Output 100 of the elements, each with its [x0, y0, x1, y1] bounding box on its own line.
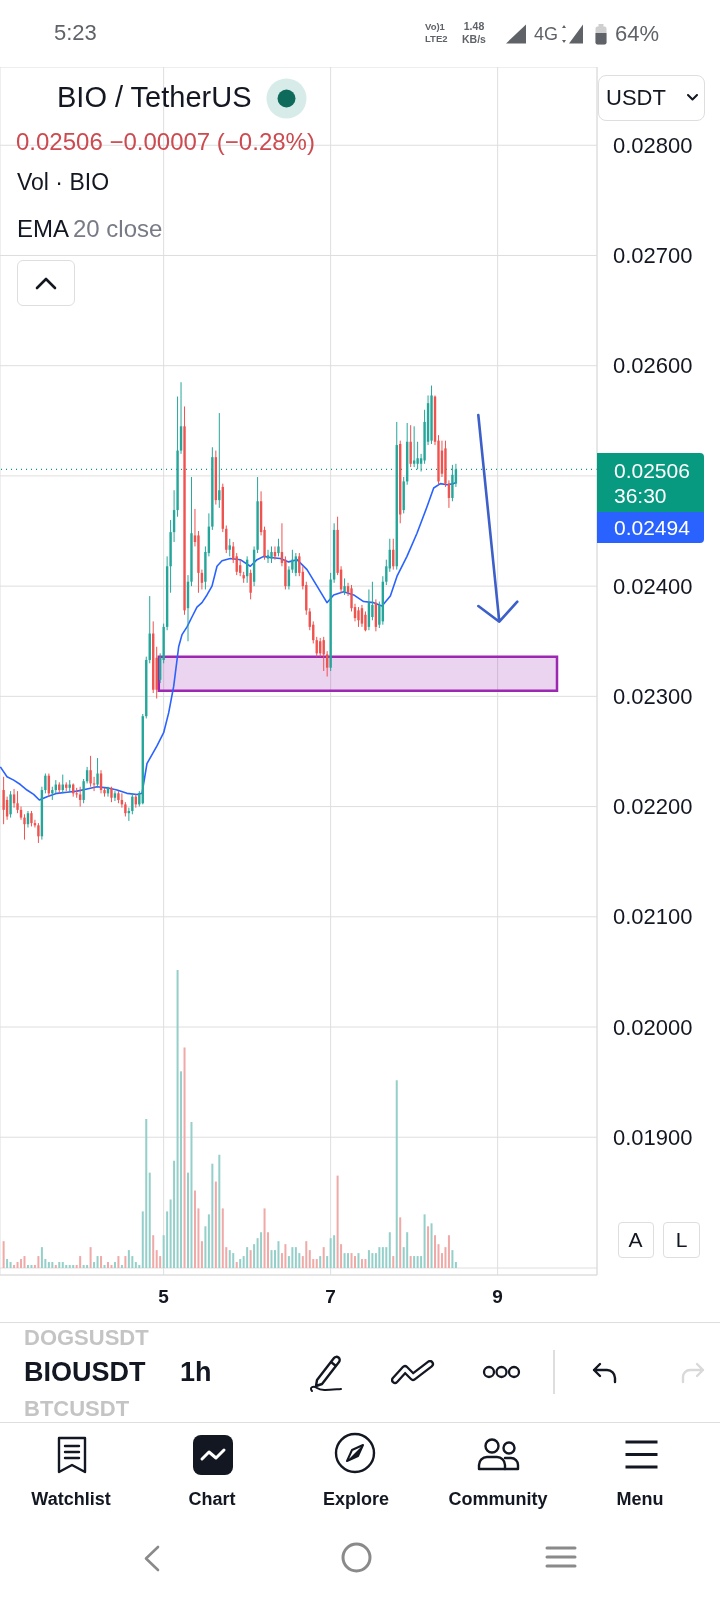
bar: [82, 1265, 85, 1268]
text: BIOUSDT: [24, 1357, 146, 1389]
bar: [13, 1265, 16, 1268]
y-tick-label: 0.01900: [613, 1124, 693, 1150]
bar: [117, 1256, 120, 1268]
bar: [294, 1247, 297, 1268]
bar: [120, 1265, 123, 1268]
bar: [134, 1262, 137, 1268]
candlestick: [412, 425, 416, 468]
bar: [381, 1247, 384, 1268]
bar: [6, 1259, 9, 1268]
bar: [423, 1214, 426, 1268]
bar: [291, 1247, 294, 1268]
text: KB/s: [462, 32, 486, 46]
candlestick: [218, 412, 221, 509]
text: 0.02506 −0.00007 (−0.28%): [16, 128, 315, 156]
bar: [9, 1262, 12, 1268]
candlestick: [78, 786, 82, 808]
bar: [378, 1247, 381, 1268]
bar: [399, 1217, 402, 1268]
bar: [305, 1241, 308, 1268]
bar: [454, 1262, 457, 1268]
candlestick: [249, 569, 252, 600]
bar: [214, 1181, 217, 1268]
bar: [68, 1265, 71, 1268]
annotation: EMA: [17, 215, 70, 243]
bar: [232, 1253, 235, 1268]
candlestick: [266, 549, 270, 564]
y-tick-label: 0.02600: [613, 353, 693, 379]
bar: [26, 1265, 29, 1268]
y-tick-label: 0.02800: [613, 132, 693, 158]
x-tick-label: 5: [158, 1285, 170, 1307]
y-tick-label: 0.02400: [613, 573, 693, 599]
bar: [434, 1235, 437, 1268]
bar: [148, 1172, 151, 1268]
bar: [284, 1244, 287, 1268]
bar: [315, 1259, 318, 1268]
candlestick: [451, 464, 454, 502]
text: 4G: [534, 23, 559, 45]
text: USDT: [606, 85, 666, 111]
bar: [100, 1256, 103, 1268]
bar: [190, 1121, 193, 1268]
bar: [239, 1259, 242, 1268]
text: DOGSUSDT: [24, 1325, 149, 1351]
bar: [16, 1262, 19, 1268]
y-tick-label: 0.02100: [613, 904, 693, 930]
bar: [420, 1256, 423, 1268]
candlestick: [96, 757, 99, 788]
y-tick-label: 0.02000: [613, 1014, 693, 1040]
text: 0.02494: [614, 516, 690, 541]
y-tick-label: 0.02200: [613, 794, 693, 820]
ref-line-label: 0.02506: [614, 459, 690, 484]
bar: [413, 1256, 416, 1268]
bar: [336, 1175, 339, 1268]
candlestick: [9, 790, 12, 819]
bar: [176, 970, 179, 1268]
bar: [371, 1253, 374, 1268]
candlestick: [357, 606, 360, 628]
bar: [103, 1265, 106, 1268]
candlestick: [37, 822, 40, 844]
text: Explore: [322, 1488, 390, 1510]
text: Menu: [616, 1488, 664, 1510]
bar: [93, 1262, 96, 1268]
bar: [200, 1241, 203, 1268]
bar: [444, 1247, 447, 1268]
bar: [37, 1256, 40, 1268]
bar: [211, 1163, 214, 1268]
text: 36:30: [614, 484, 667, 509]
bar: [218, 1154, 221, 1268]
text: BTCUSDT: [24, 1396, 130, 1422]
bar: [451, 1250, 454, 1268]
bar: [277, 1241, 280, 1268]
candlestick: [322, 636, 325, 672]
candlestick: [2, 776, 5, 825]
bar: [221, 1208, 224, 1268]
bar: [357, 1253, 360, 1268]
bar: [395, 1080, 398, 1268]
x-tick-label: 9: [492, 1285, 503, 1307]
text: Vo)1: [425, 20, 445, 33]
bar: [322, 1247, 325, 1268]
bar: [409, 1256, 412, 1268]
bar: [138, 1265, 141, 1268]
bar: [329, 1238, 332, 1268]
bar: [326, 1256, 329, 1268]
bar: [152, 1235, 155, 1268]
bar: [416, 1256, 419, 1268]
bar: [360, 1259, 363, 1268]
bar: [308, 1250, 311, 1268]
text: Community: [448, 1488, 548, 1510]
bar: [204, 1226, 207, 1268]
bar: [166, 1211, 169, 1268]
bar: [79, 1256, 82, 1268]
bar: [86, 1265, 89, 1268]
bar: [367, 1250, 370, 1268]
bar: [40, 1247, 43, 1268]
bar: [392, 1256, 395, 1268]
bar: [58, 1262, 61, 1268]
bar: [173, 1160, 176, 1268]
text: 5:23: [54, 20, 97, 46]
bar: [61, 1262, 64, 1268]
